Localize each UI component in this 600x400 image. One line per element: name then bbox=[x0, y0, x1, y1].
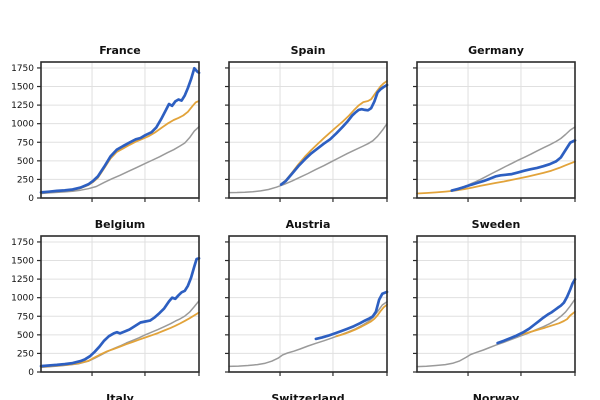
tick-marks bbox=[37, 67, 200, 202]
subplot-italy: 02505007501000125015001750Italy bbox=[106, 392, 134, 400]
series-orange-line bbox=[40, 311, 200, 368]
subplot-title: Austria bbox=[286, 218, 331, 231]
subplot-title: Norway bbox=[473, 392, 520, 400]
y-tick-label: 1250 bbox=[11, 275, 34, 285]
series-gray-line bbox=[454, 126, 576, 191]
series-orange-line bbox=[335, 303, 388, 338]
series-blue-line bbox=[39, 66, 201, 194]
plot-border bbox=[228, 61, 388, 199]
y-tick-label: 750 bbox=[17, 312, 34, 322]
gridlines bbox=[41, 236, 200, 373]
series-orange-line bbox=[416, 160, 576, 195]
gridlines bbox=[417, 236, 576, 373]
plot-border bbox=[40, 61, 200, 199]
y-tick-label: 1250 bbox=[11, 101, 34, 111]
plot-border bbox=[228, 235, 388, 373]
series-blue-line bbox=[496, 277, 577, 345]
y-tick-label: 1500 bbox=[11, 83, 34, 93]
subplot-title: Belgium bbox=[95, 218, 146, 231]
tick-marks bbox=[225, 241, 388, 376]
subplot-belgium: 0 250 500 750 1000 1250 1500 1750 Belgium bbox=[11, 218, 201, 378]
subplot-austria: Austria bbox=[225, 218, 389, 376]
subplot-title: Italy bbox=[106, 392, 134, 400]
series-blue-line bbox=[279, 83, 389, 186]
tick-marks bbox=[413, 241, 576, 376]
subplot-title: Germany bbox=[468, 44, 524, 57]
tick-marks bbox=[225, 67, 388, 202]
tick-marks bbox=[413, 67, 576, 202]
y-tick-label: 1750 bbox=[11, 238, 34, 248]
plot-border bbox=[40, 235, 200, 373]
series-blue-line bbox=[314, 290, 389, 341]
y-tick-label: 250 bbox=[17, 349, 34, 359]
series-orange-line bbox=[280, 80, 388, 186]
series-blue-line bbox=[39, 256, 201, 368]
y-tick-label: 0 bbox=[28, 194, 34, 204]
gridlines bbox=[229, 236, 388, 373]
plot-border bbox=[416, 61, 576, 199]
subplot-sweden: Sweden bbox=[413, 218, 577, 376]
gridlines bbox=[229, 62, 388, 199]
y-tick-label: 0 bbox=[28, 368, 34, 378]
y-tick-label: 750 bbox=[17, 138, 34, 148]
tick-marks bbox=[37, 241, 200, 376]
plot-border bbox=[416, 235, 576, 373]
y-tick-label: 500 bbox=[17, 331, 34, 341]
y-tick-label: 1000 bbox=[11, 294, 34, 304]
series-gray-line bbox=[228, 122, 388, 194]
series-gray-line bbox=[40, 125, 200, 195]
subplot-germany: Germany bbox=[413, 44, 577, 202]
y-tick-label: 250 bbox=[17, 175, 34, 185]
subplot-title: Sweden bbox=[472, 218, 521, 231]
series-blue-line bbox=[450, 139, 577, 192]
subplot-title: Switzerland bbox=[271, 392, 344, 400]
series-gray-line bbox=[416, 298, 576, 368]
subplot-norway: Norway bbox=[473, 392, 520, 400]
subplot-switzerland: Switzerland bbox=[271, 392, 344, 400]
gridlines bbox=[41, 62, 200, 199]
series-gray-line bbox=[228, 301, 388, 368]
subplot-title: Spain bbox=[291, 44, 326, 57]
y-tick-label: 1000 bbox=[11, 120, 34, 130]
subplot-france: 0 250 500 750 1000 1250 1500 1750 France bbox=[11, 44, 201, 204]
subplot-spain: Spain bbox=[225, 44, 389, 202]
subplot-title: France bbox=[99, 44, 140, 57]
y-tick-label: 1500 bbox=[11, 257, 34, 267]
y-tick-label: 1750 bbox=[11, 64, 34, 74]
y-tick-label: 500 bbox=[17, 157, 34, 167]
series-orange-line bbox=[518, 310, 576, 336]
